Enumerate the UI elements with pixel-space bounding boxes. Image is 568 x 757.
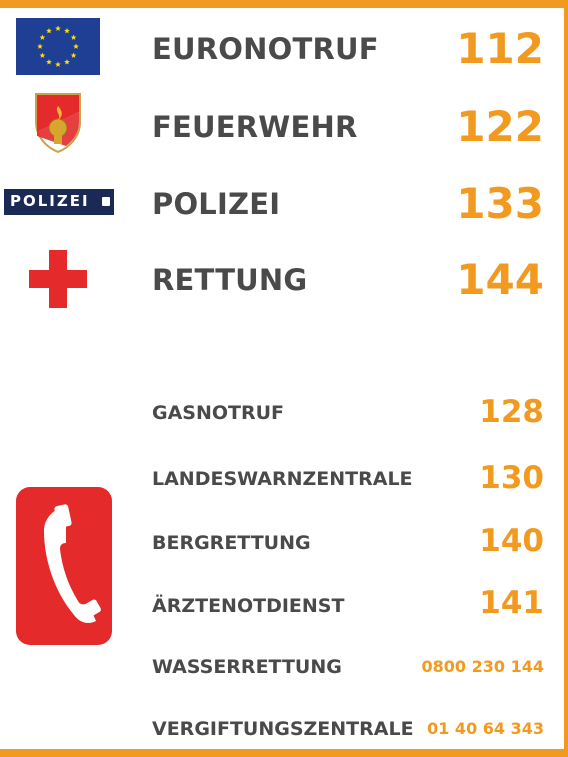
primary-number-feuerwehr: 122 (456, 102, 544, 151)
primary-label-rettung: RETTUNG (152, 263, 308, 297)
eu-star-icon (64, 27, 70, 34)
secondary-label-gasnotruf: GASNOTRUF (152, 402, 285, 424)
eu-star-icon (55, 25, 61, 31)
eu-star-icon (46, 27, 52, 34)
secondary-number-aerztenotdienst: 141 (479, 585, 544, 621)
eu-flag-icon (16, 18, 100, 75)
telephone-icon (16, 487, 112, 645)
red-cross-icon (29, 250, 87, 308)
secondary-label-landeswarnzentrale: LANDESWARNZENTRALE (152, 468, 413, 490)
primary-number-polizei: 133 (456, 179, 544, 228)
primary-number-euronotruf: 112 (456, 24, 544, 73)
primary-number-rettung: 144 (456, 255, 544, 304)
secondary-number-landeswarnzentrale: 130 (479, 460, 544, 496)
eu-star-icon (39, 52, 46, 58)
secondary-number-wasserrettung: 0800 230 144 (421, 657, 544, 676)
eu-star-icon (46, 59, 52, 65)
secondary-number-gasnotruf: 128 (479, 394, 544, 430)
right-border (564, 0, 568, 757)
primary-label-polizei: POLIZEI (152, 187, 281, 221)
eu-star-icon (64, 59, 70, 65)
eu-star-icon (39, 34, 46, 40)
fire-brigade-crest-icon (35, 93, 81, 154)
top-border (0, 0, 568, 8)
secondary-number-bergrettung: 140 (479, 523, 544, 559)
secondary-label-aerztenotdienst: ÄRZTENOTDIENST (152, 595, 345, 617)
eu-star-icon (70, 34, 77, 40)
secondary-label-vergiftungszentrale: VERGIFTUNGSZENTRALE (152, 718, 414, 740)
primary-label-feuerwehr: FEUERWEHR (152, 110, 358, 144)
eu-star-icon (70, 52, 77, 58)
bottom-border (0, 749, 568, 757)
secondary-label-wasserrettung: WASSERRETTUNG (152, 656, 342, 678)
eu-star-icon (37, 43, 43, 49)
eu-star-icon (73, 43, 79, 49)
primary-label-euronotruf: EURONOTRUF (152, 32, 379, 66)
police-badge-text: POLIZEI (10, 192, 90, 210)
austria-eagle-icon (102, 197, 110, 206)
secondary-label-bergrettung: BERGRETTUNG (152, 532, 311, 554)
police-badge-icon: POLIZEI (4, 189, 114, 215)
eu-star-icon (55, 61, 61, 67)
secondary-number-vergiftungszentrale: 01 40 64 343 (427, 719, 544, 738)
